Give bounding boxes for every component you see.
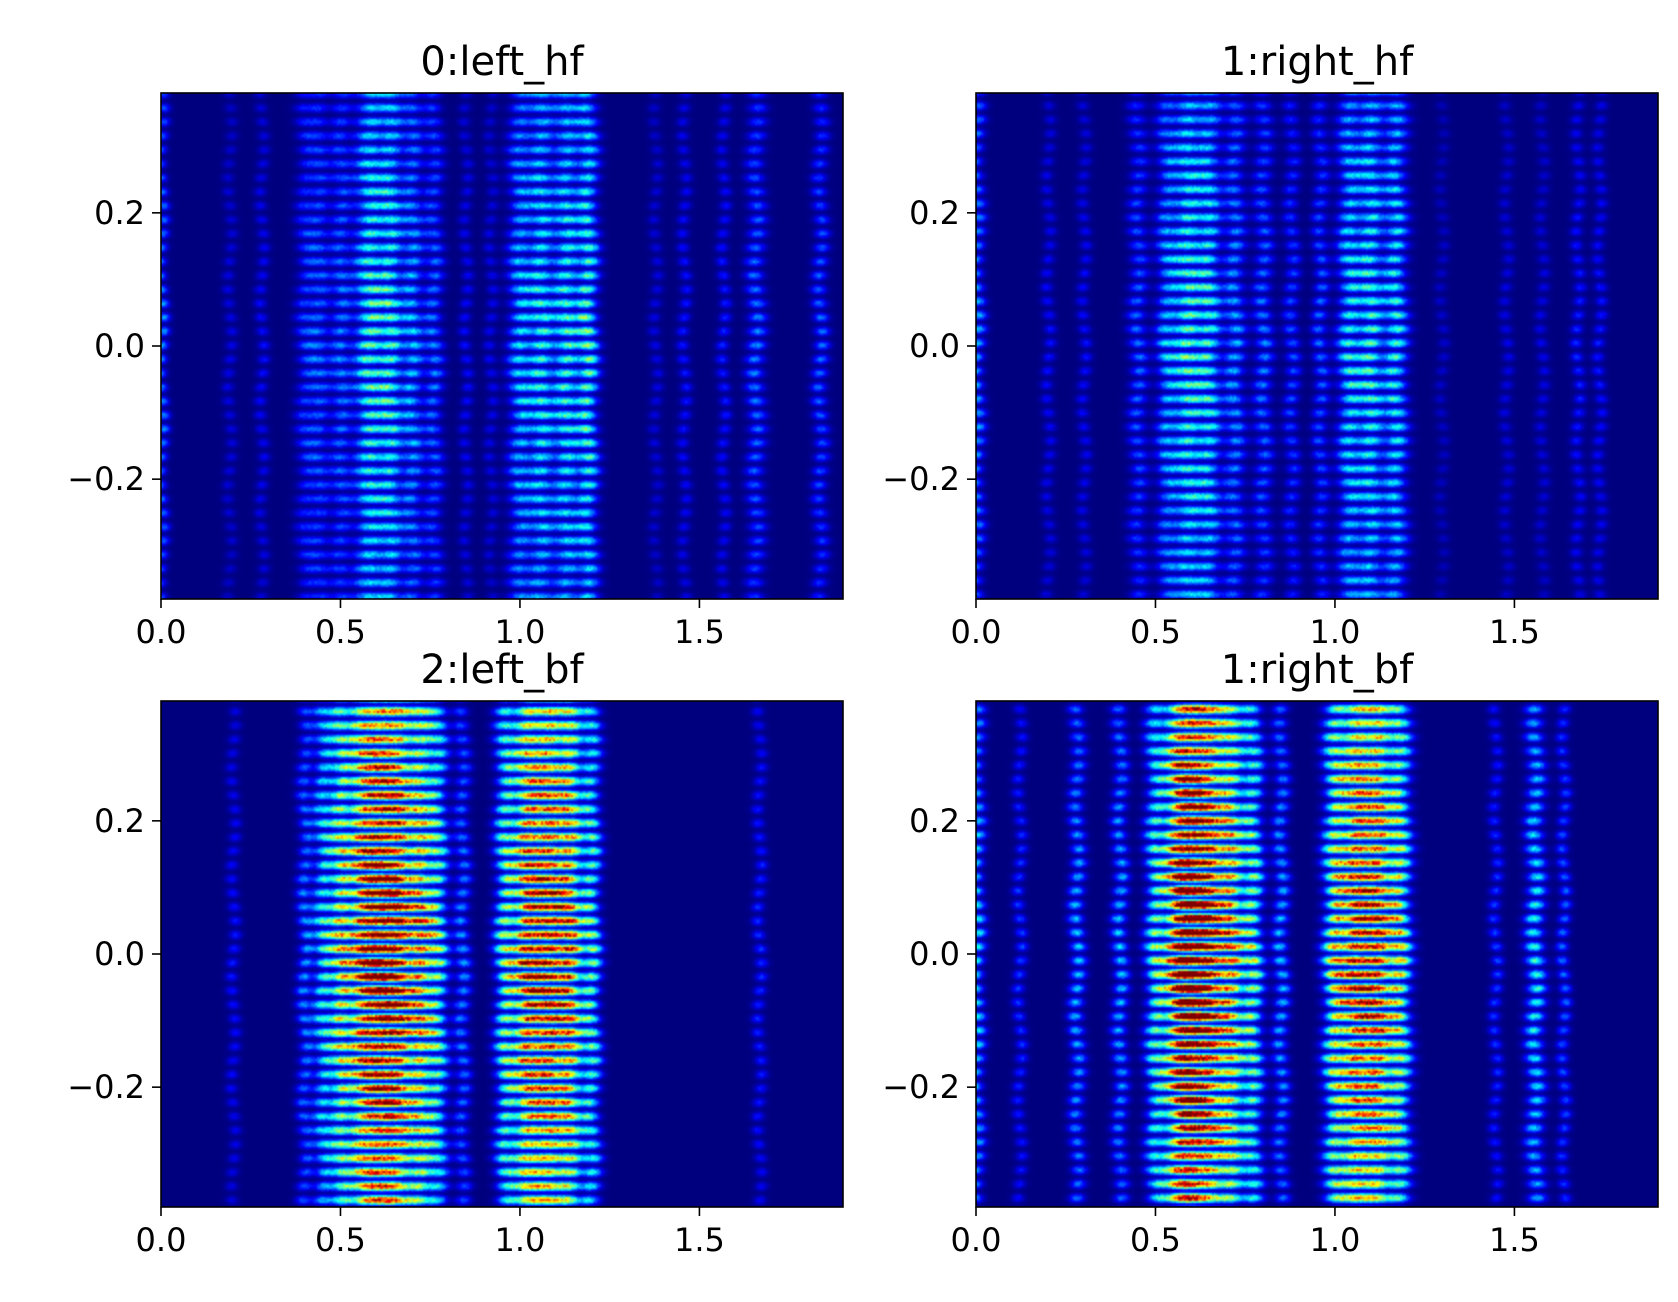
panel-right-hf: 0.0 0.5 1.0 1.5 0.2 0.0 −0.2 1:right_hf xyxy=(882,39,1659,651)
x-tick-label: 0.0 xyxy=(951,1221,1002,1259)
x-tick-label: 1.5 xyxy=(1489,1221,1540,1259)
panel-title: 1:right_hf xyxy=(1221,39,1414,85)
heatmap-image xyxy=(976,701,1658,1207)
x-tick-label: 0.5 xyxy=(1130,613,1181,651)
y-tick-label: −0.2 xyxy=(67,460,145,498)
panel-left-hf: 0.0 0.5 1.0 1.5 0.2 0.0 −0.2 0:left_hf xyxy=(67,39,844,651)
x-tick-label: 1.0 xyxy=(495,613,546,651)
x-tick-label: 1.5 xyxy=(674,1221,725,1259)
y-tick-label: 0.0 xyxy=(909,327,960,365)
y-tick-label: −0.2 xyxy=(882,460,960,498)
y-tick-label: −0.2 xyxy=(882,1068,960,1106)
heatmap-image xyxy=(161,93,843,599)
panel-title: 2:left_bf xyxy=(420,647,584,693)
panel-title: 0:left_hf xyxy=(420,39,584,85)
panel-title: 1:right_bf xyxy=(1221,647,1414,693)
y-tick-label: 0.0 xyxy=(94,935,145,973)
x-tick-label: 1.0 xyxy=(1310,1221,1361,1259)
x-tick-label: 1.5 xyxy=(674,613,725,651)
x-tick-label: 1.0 xyxy=(1310,613,1361,651)
y-tick-label: 0.2 xyxy=(94,194,145,232)
y-tick-label: 0.2 xyxy=(909,802,960,840)
panel-left-bf: 0.0 0.5 1.0 1.5 0.2 0.0 −0.2 2:left_bf xyxy=(67,647,844,1259)
x-tick-label: 0.0 xyxy=(136,1221,187,1259)
y-tick-label: 0.0 xyxy=(94,327,145,365)
y-tick-label: 0.0 xyxy=(909,935,960,973)
y-tick-label: 0.2 xyxy=(94,802,145,840)
x-tick-label: 0.5 xyxy=(315,613,366,651)
y-tick-label: 0.2 xyxy=(909,194,960,232)
x-tick-label: 1.0 xyxy=(495,1221,546,1259)
x-tick-label: 0.0 xyxy=(136,613,187,651)
heatmap-image xyxy=(976,93,1658,599)
x-tick-label: 0.0 xyxy=(951,613,1002,651)
heatmap-image xyxy=(161,701,843,1207)
x-tick-label: 0.5 xyxy=(315,1221,366,1259)
panel-right-bf: 0.0 0.5 1.0 1.5 0.2 0.0 −0.2 1:right_bf xyxy=(882,647,1659,1259)
x-tick-label: 1.5 xyxy=(1489,613,1540,651)
x-tick-label: 0.5 xyxy=(1130,1221,1181,1259)
y-tick-label: −0.2 xyxy=(67,1068,145,1106)
